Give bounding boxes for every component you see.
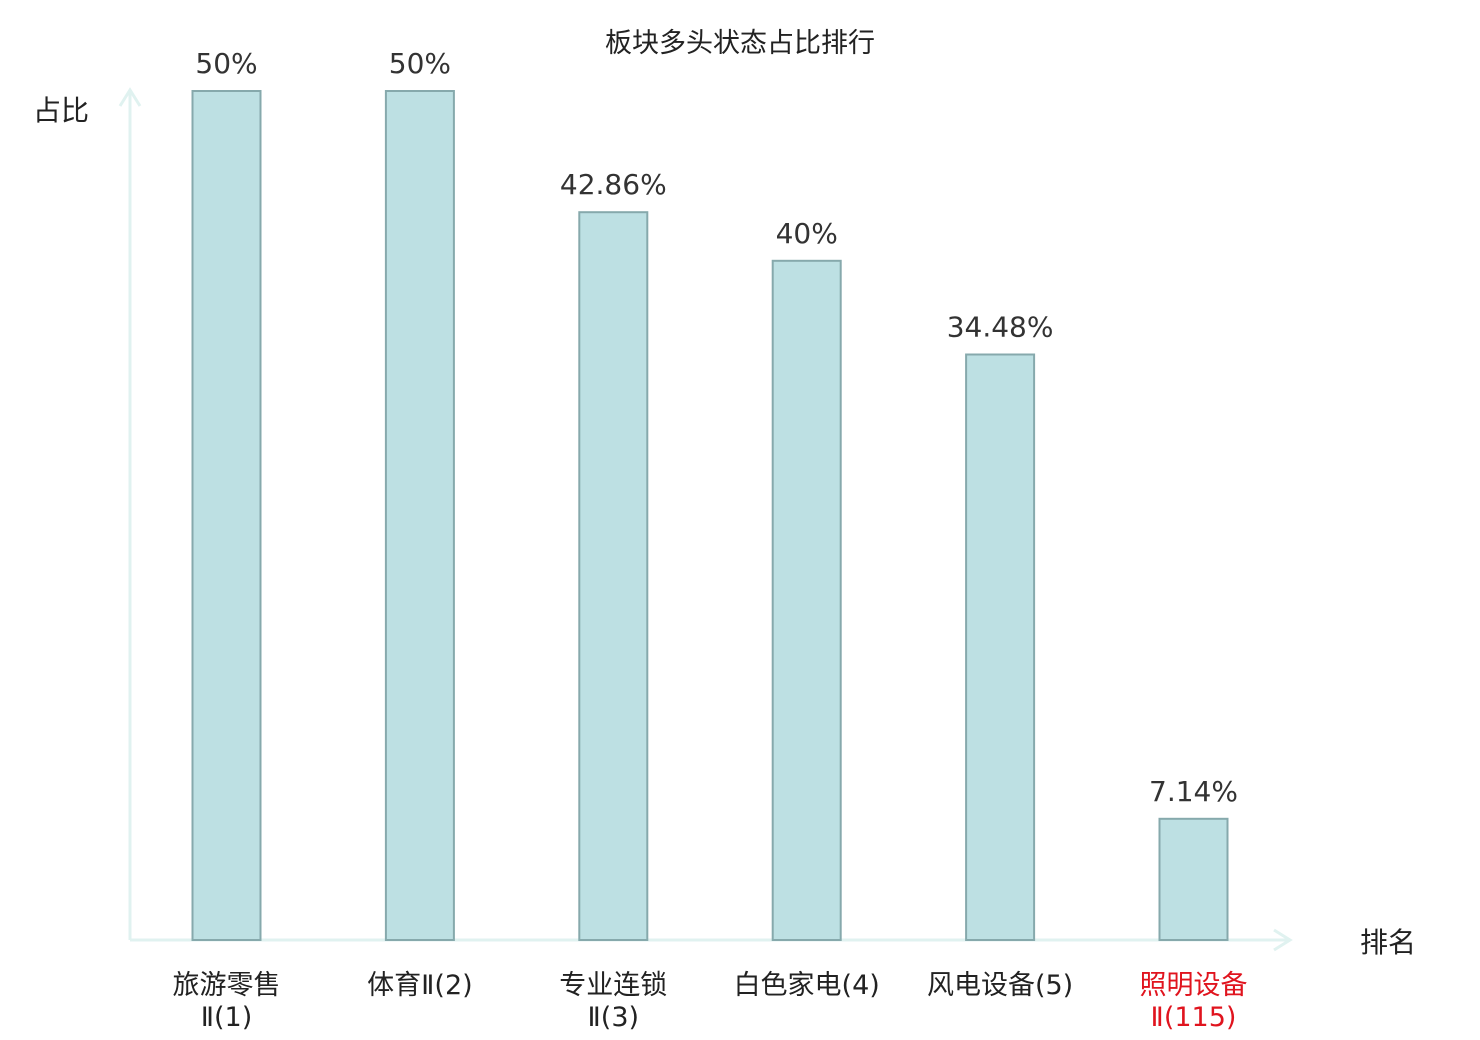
bar bbox=[384, 90, 455, 941]
category-label-line2: Ⅱ(3) bbox=[588, 1002, 640, 1033]
x-axis-label: 排名 bbox=[1360, 926, 1416, 959]
category-label: 专业连锁 bbox=[559, 970, 667, 1001]
bar-value-label: 42.86% bbox=[560, 168, 667, 201]
category-label: 风电设备(5) bbox=[927, 970, 1073, 1001]
y-axis-arrow bbox=[118, 87, 142, 107]
chart-title: 板块多头状态占比排行 bbox=[605, 28, 875, 59]
bar bbox=[1158, 817, 1229, 941]
bar bbox=[965, 353, 1036, 941]
bar bbox=[578, 211, 649, 941]
category-label: 体育Ⅱ(2) bbox=[367, 970, 473, 1001]
y-axis-label: 占比 bbox=[33, 94, 89, 127]
axes bbox=[118, 87, 1293, 952]
category-label-line2: Ⅱ(1) bbox=[201, 1002, 253, 1033]
category-label: 白色家电(4) bbox=[734, 970, 880, 1001]
bars bbox=[191, 90, 1229, 941]
value-labels: 50% 50% 42.86% 40% 34.48% 7.14% bbox=[195, 47, 1238, 808]
category-label-line2: Ⅱ(115) bbox=[1151, 1002, 1237, 1033]
category-label: 旅游零售 bbox=[173, 970, 281, 1001]
bar-value-label: 34.48% bbox=[947, 311, 1054, 344]
category-label: 照明设备 bbox=[1140, 970, 1248, 1001]
bar-value-label: 40% bbox=[776, 217, 838, 250]
bar bbox=[771, 259, 842, 941]
bar-value-label: 7.14% bbox=[1149, 775, 1238, 808]
bar-value-label: 50% bbox=[195, 47, 257, 80]
bar bbox=[191, 90, 262, 941]
x-axis-arrow bbox=[1273, 928, 1293, 952]
bar-value-label: 50% bbox=[389, 47, 451, 80]
